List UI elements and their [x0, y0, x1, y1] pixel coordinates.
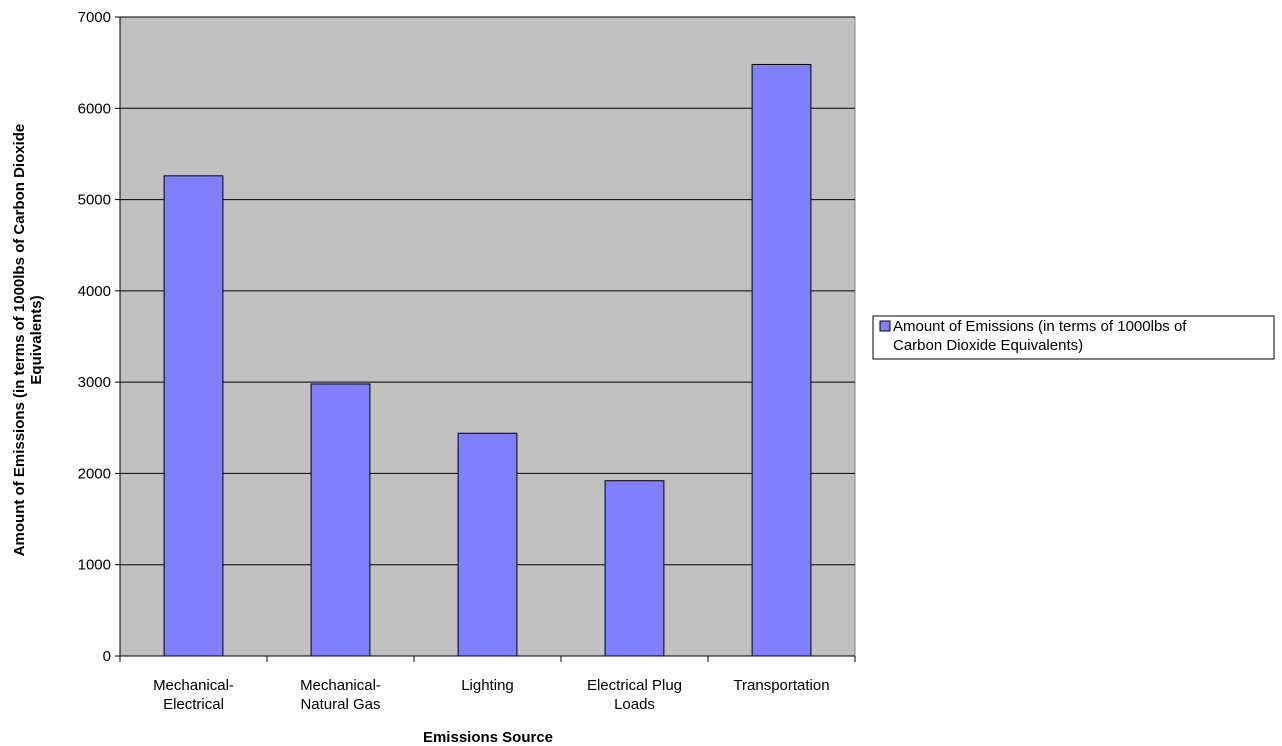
y-tick-label: 6000	[78, 100, 111, 117]
y-axis-title: Amount of Emissions (in terms of 1000lbs…	[11, 124, 45, 557]
legend-label-line-1: Amount of Emissions (in terms of 1000lbs…	[893, 318, 1187, 335]
x-tick-label: Transportation	[733, 677, 829, 694]
y-tick-label: 7000	[78, 9, 111, 26]
x-tick-label: Mechanical-Natural Gas	[300, 677, 381, 713]
bar-2	[311, 384, 370, 656]
bar-1	[164, 176, 223, 656]
legend: Amount of Emissions (in terms of 1000lbs…	[873, 316, 1274, 359]
legend-label-line-2: Carbon Dioxide Equivalents)	[893, 337, 1083, 354]
y-axis-title-line-2: Equivalents)	[28, 295, 45, 384]
y-axis-title-line-1: Amount of Emissions (in terms of 1000lbs…	[11, 124, 28, 557]
y-tick-label: 5000	[78, 192, 111, 209]
x-tick-label: Lighting	[461, 677, 514, 694]
y-tick-label: 3000	[78, 374, 111, 391]
y-tick-label: 1000	[78, 557, 111, 574]
bar-4	[605, 481, 664, 656]
x-tick-labels: Mechanical-Electrical Mechanical-Natural …	[153, 677, 830, 713]
x-tick-label: Mechanical-Electrical	[153, 677, 234, 713]
y-tick-label: 0	[103, 648, 111, 665]
y-tick-labels: 0 1000 2000 3000 4000 5000 6000 7000	[78, 9, 111, 665]
x-tick-label: Electrical Plug Loads	[587, 677, 682, 713]
y-tick-label: 4000	[78, 283, 111, 300]
bar-3	[458, 433, 517, 656]
legend-swatch	[880, 321, 890, 331]
y-tick-label: 2000	[78, 465, 111, 482]
bar-5	[752, 64, 811, 656]
x-axis-title: Emissions Source	[423, 729, 553, 746]
